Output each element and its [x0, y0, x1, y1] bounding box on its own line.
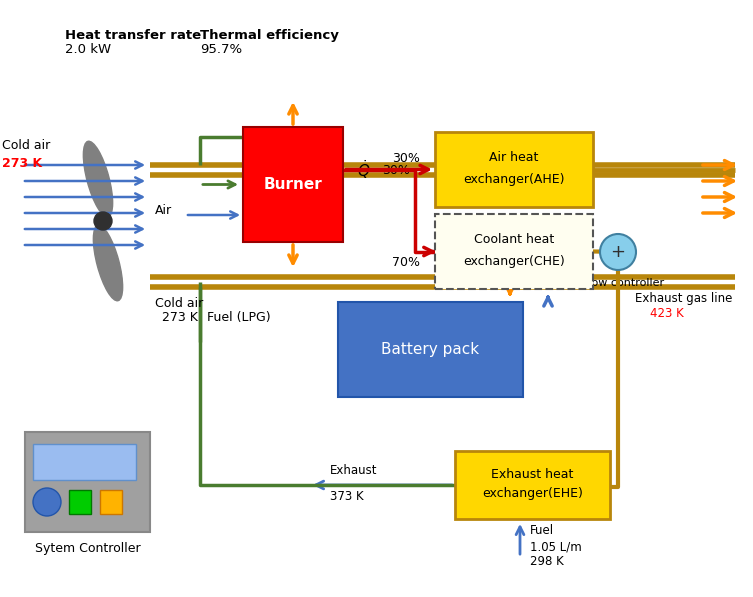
Text: Cold air: Cold air: [155, 297, 203, 310]
Circle shape: [600, 234, 636, 270]
Text: exchanger(CHE): exchanger(CHE): [463, 255, 565, 268]
Text: 30%: 30%: [382, 164, 410, 177]
Text: 423 K: 423 K: [650, 307, 684, 320]
Text: Exhaust heat: Exhaust heat: [491, 467, 574, 481]
Text: 1.05 L/m: 1.05 L/m: [530, 540, 582, 553]
FancyBboxPatch shape: [435, 214, 593, 289]
Text: 2.0 kW: 2.0 kW: [65, 43, 111, 56]
Text: Air: Air: [155, 204, 172, 217]
Text: Heat transfer rate: Heat transfer rate: [65, 29, 201, 42]
Text: Thermal efficiency: Thermal efficiency: [200, 29, 339, 42]
Text: 70%: 70%: [392, 257, 420, 269]
Text: 373 K: 373 K: [330, 490, 364, 503]
Text: exchanger(EHE): exchanger(EHE): [482, 488, 583, 500]
Text: Cold air: Cold air: [2, 139, 50, 152]
Text: 273 K: 273 K: [162, 311, 198, 324]
FancyBboxPatch shape: [455, 451, 610, 519]
Text: +: +: [611, 243, 626, 261]
Text: $\dot{Q}$: $\dot{Q}$: [357, 159, 370, 181]
Text: Burner: Burner: [264, 177, 322, 192]
Text: 30%: 30%: [392, 152, 420, 165]
FancyBboxPatch shape: [25, 432, 150, 532]
Text: 298 K: 298 K: [530, 555, 564, 568]
FancyBboxPatch shape: [69, 490, 91, 514]
FancyBboxPatch shape: [243, 127, 343, 242]
Text: Fuel: Fuel: [530, 524, 554, 537]
Text: Coolant heat: Coolant heat: [474, 233, 554, 246]
Text: Flow controller: Flow controller: [582, 278, 664, 288]
Text: exchanger(AHE): exchanger(AHE): [463, 173, 565, 186]
Text: Exhaust gas line: Exhaust gas line: [635, 292, 733, 305]
Text: Fuel (LPG): Fuel (LPG): [207, 310, 270, 324]
Text: 273 K: 273 K: [2, 157, 42, 170]
Ellipse shape: [84, 141, 113, 217]
Circle shape: [94, 212, 112, 230]
Ellipse shape: [93, 225, 123, 301]
Text: Air heat: Air heat: [489, 151, 538, 164]
FancyBboxPatch shape: [338, 302, 523, 397]
Text: Battery pack: Battery pack: [382, 342, 480, 357]
FancyBboxPatch shape: [33, 444, 136, 480]
FancyBboxPatch shape: [100, 490, 122, 514]
FancyBboxPatch shape: [435, 132, 593, 207]
Circle shape: [33, 488, 61, 516]
Text: Sytem Controller: Sytem Controller: [35, 542, 140, 555]
Text: Exhaust: Exhaust: [330, 464, 377, 477]
Text: 95.7%: 95.7%: [200, 43, 242, 56]
